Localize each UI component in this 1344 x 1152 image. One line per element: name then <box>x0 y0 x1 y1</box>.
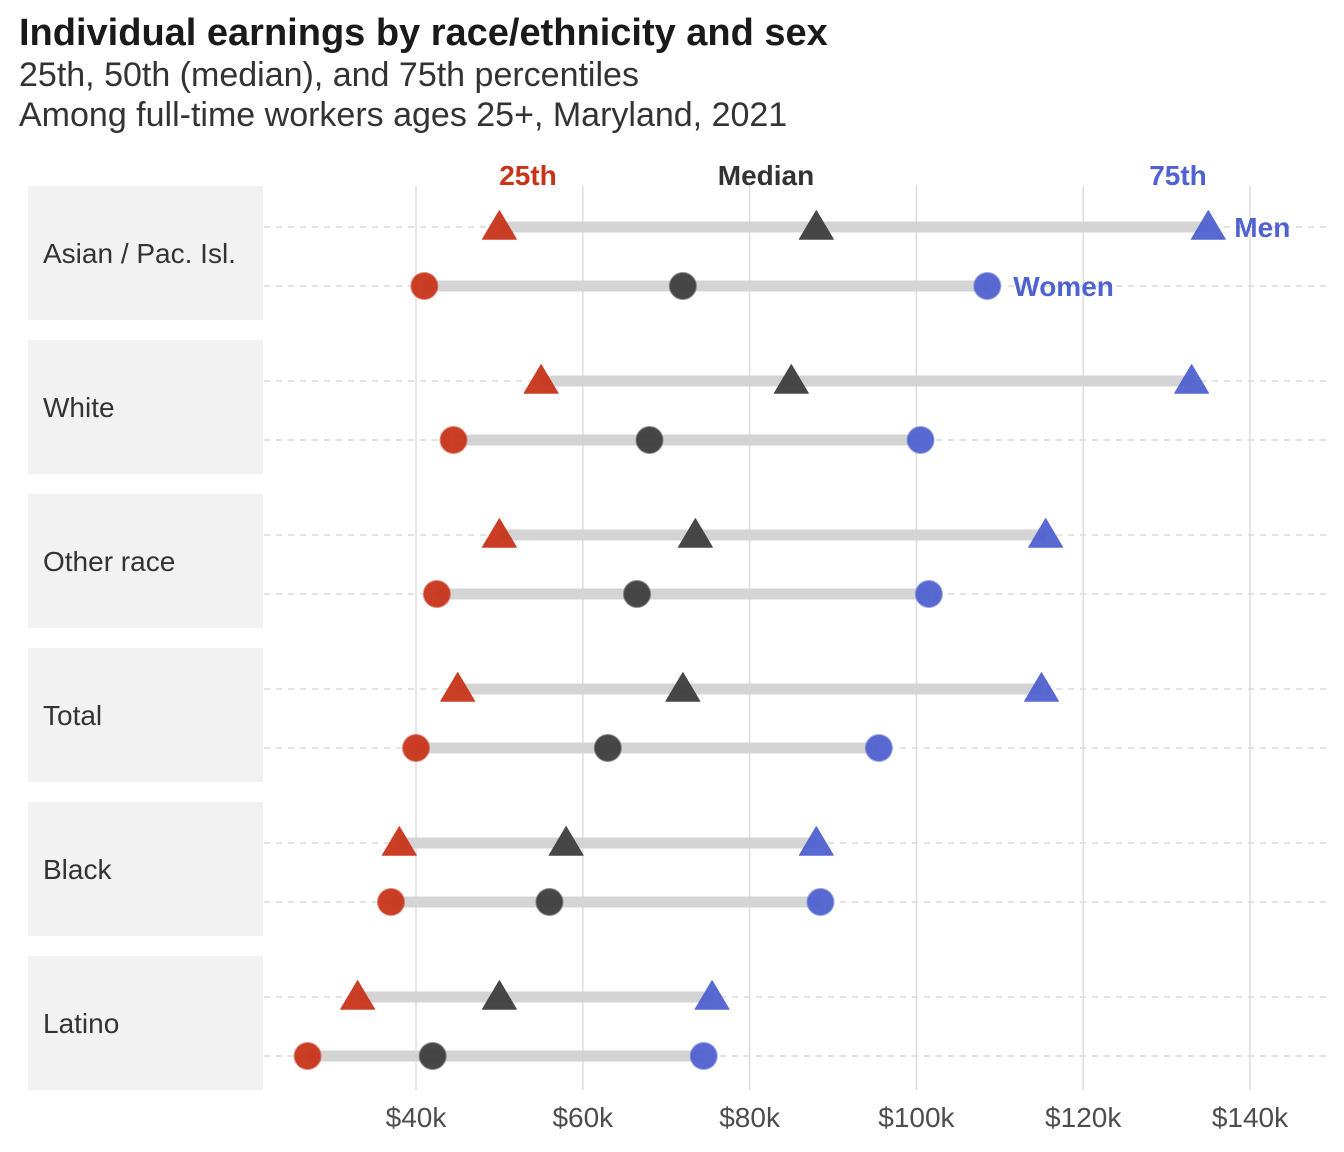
x-tick-label: $140k <box>1212 1102 1289 1133</box>
men-p25-marker <box>481 518 517 548</box>
men-median-marker <box>481 980 517 1010</box>
women-p25-marker <box>376 888 405 916</box>
men-p25-marker <box>523 364 559 394</box>
women-p75-marker <box>806 888 835 916</box>
women-p25-marker <box>422 580 451 608</box>
women-median-marker <box>623 580 652 608</box>
men-p75-marker <box>1028 518 1064 548</box>
women-p25-marker <box>410 272 439 300</box>
x-tick-label: $60k <box>552 1102 614 1133</box>
women-median-marker <box>635 426 664 454</box>
x-tick-label: $40k <box>386 1102 448 1133</box>
x-tick-label: $120k <box>1045 1102 1122 1133</box>
men-label: Men <box>1234 212 1290 243</box>
men-median-marker <box>677 518 713 548</box>
legend-p25-label: 25th <box>499 160 557 191</box>
group-panel <box>28 340 263 474</box>
chart-title: Individual earnings by race/ethnicity an… <box>19 12 828 54</box>
group-label: Black <box>43 854 112 885</box>
women-p25-marker <box>293 1042 322 1070</box>
group-panel <box>28 494 263 628</box>
chart-subtitle-line2: Among full-time workers ages 25+, Maryla… <box>19 96 788 134</box>
women-p75-marker <box>973 272 1002 300</box>
group-panel <box>28 186 263 320</box>
women-median-marker <box>535 888 564 916</box>
women-p75-marker <box>906 426 935 454</box>
group-label: Total <box>43 700 102 731</box>
x-tick-label: $80k <box>719 1102 781 1133</box>
men-p25-marker <box>440 672 476 702</box>
men-p75-marker <box>1024 672 1059 702</box>
men-median-marker <box>773 364 809 394</box>
men-median-marker <box>798 210 834 240</box>
group-panel <box>28 956 263 1090</box>
men-p25-marker <box>381 826 417 856</box>
group-panel <box>28 802 263 936</box>
men-p75-marker <box>694 980 730 1010</box>
men-p75-marker <box>798 826 834 856</box>
men-median-marker <box>665 672 701 702</box>
women-median-marker <box>593 734 622 762</box>
chart-subtitle-line1: 25th, 50th (median), and 75th percentile… <box>19 56 639 94</box>
men-p25-marker <box>340 980 376 1010</box>
men-p25-marker <box>481 210 517 240</box>
women-p25-marker <box>439 426 468 454</box>
women-p75-marker <box>864 734 893 762</box>
men-median-marker <box>548 826 584 856</box>
men-p75-marker <box>1174 364 1210 394</box>
group-panel <box>28 648 263 782</box>
women-p75-marker <box>914 580 943 608</box>
women-p25-marker <box>402 734 430 762</box>
women-label: Women <box>1013 271 1114 302</box>
group-label: White <box>43 392 115 423</box>
x-tick-label: $100k <box>878 1102 955 1133</box>
legend-p75-label: 75th <box>1149 160 1207 191</box>
men-p75-marker <box>1190 210 1226 240</box>
group-label: Asian / Pac. Isl. <box>43 238 236 269</box>
women-median-marker <box>668 272 697 300</box>
group-label: Other race <box>43 546 175 577</box>
women-median-marker <box>418 1042 447 1070</box>
women-p75-marker <box>689 1042 718 1070</box>
legend-median-label: Median <box>718 160 814 191</box>
group-label: Latino <box>43 1008 119 1039</box>
